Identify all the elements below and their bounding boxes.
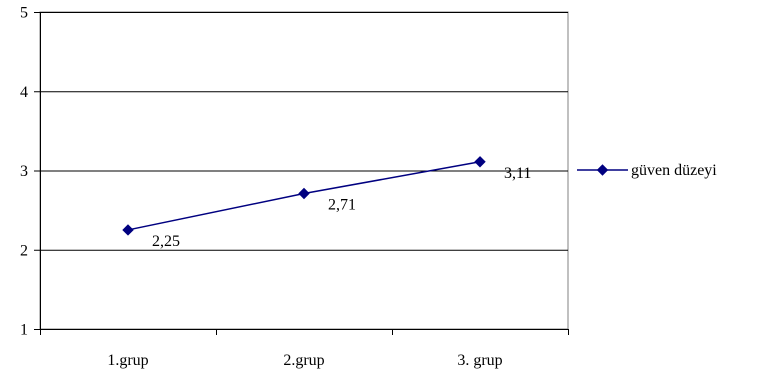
data-point-marker: [298, 187, 310, 200]
legend-marker: [596, 164, 609, 176]
legend: güven düzeyi: [577, 162, 717, 179]
y-tick-label: 1: [20, 322, 28, 339]
series-layer: 2,25 2,71 3,11: [122, 156, 531, 250]
x-tick-label: 2.grup: [283, 352, 324, 369]
x-tick-label: 1.grup: [107, 352, 148, 369]
y-tick-label: 4: [20, 84, 28, 101]
y-tick-label: 2: [20, 242, 28, 259]
y-tick-label: 5: [20, 5, 28, 22]
data-label: 2,71: [328, 196, 356, 213]
data-label: 3,11: [504, 165, 531, 182]
x-axis: 1.grup 2.grup 3. grup: [40, 329, 569, 369]
data-label: 2,25: [152, 233, 180, 250]
data-point-marker: [474, 156, 486, 168]
legend-label: güven düzeyi: [631, 162, 717, 179]
plot-area: [39, 11, 569, 330]
data-point-marker: [122, 224, 134, 236]
x-tick-label: 3. grup: [457, 352, 502, 369]
y-tick-label: 3: [20, 163, 28, 180]
y-axis: 1 2 3 4 5: [20, 5, 41, 339]
